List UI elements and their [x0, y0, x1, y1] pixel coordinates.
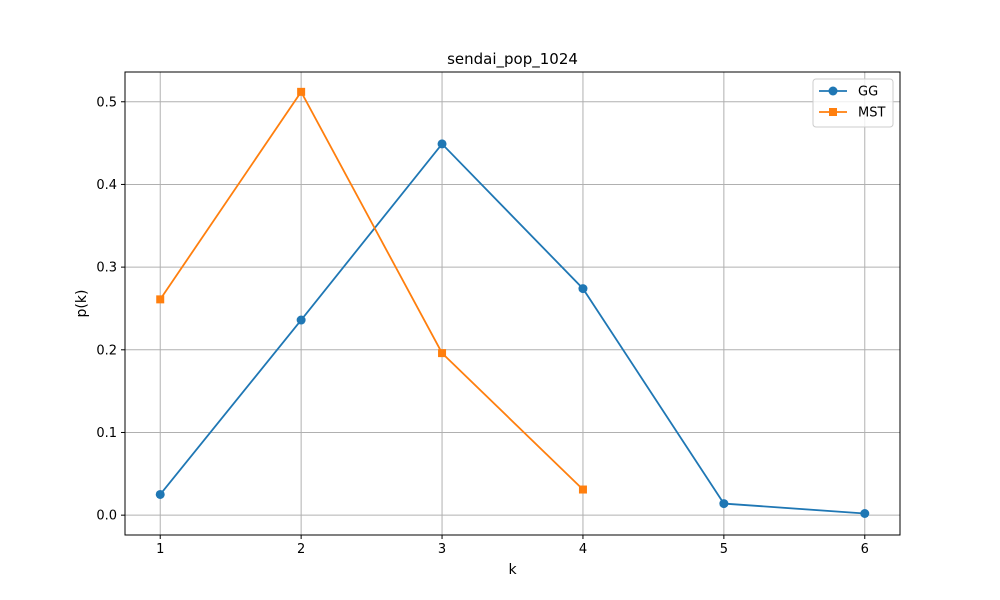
- x-tick-label: 1: [156, 542, 164, 557]
- y-tick-label: 0.0: [96, 509, 117, 524]
- data-point-gg: [155, 489, 165, 499]
- y-tick-label: 0.3: [96, 261, 117, 276]
- data-point-gg: [437, 139, 447, 149]
- series-layer: [155, 87, 870, 519]
- x-tick-label: 3: [438, 542, 446, 557]
- legend-label: MST: [858, 106, 885, 121]
- x-tick-label: 2: [297, 542, 305, 557]
- data-point-mst: [578, 485, 587, 494]
- legend-item-mst: MST: [819, 106, 885, 121]
- series-line-mst: [159, 90, 584, 491]
- y-tick-label: 0.4: [96, 178, 117, 193]
- legend-label: GG: [858, 85, 878, 100]
- y-axis-label: p(k): [74, 290, 90, 318]
- plot-frame: [124, 71, 901, 536]
- legend-item-gg: GG: [819, 85, 878, 100]
- data-point-mst: [156, 295, 165, 304]
- data-point-gg: [296, 315, 306, 325]
- legend: GG MST: [812, 78, 894, 128]
- y-tick-label: 0.5: [96, 95, 117, 110]
- axis-ticks: 1 2 3 4 5 6 0.0 0.1 0.2 0.3 0.4 0.5: [96, 95, 869, 557]
- grid: [125, 72, 900, 535]
- x-tick-label: 4: [579, 542, 587, 557]
- x-tick-label: 5: [720, 542, 728, 557]
- data-point-gg: [719, 499, 729, 509]
- series-line-gg: [159, 142, 865, 515]
- series-mst: [156, 87, 587, 494]
- x-tick-label: 6: [861, 542, 869, 557]
- data-point-mst: [438, 349, 447, 358]
- y-tick-label: 0.1: [96, 426, 117, 441]
- series-gg: [155, 139, 870, 519]
- legend-marker: [828, 86, 838, 96]
- data-point-mst: [297, 87, 306, 96]
- chart-title: sendai_pop_1024: [447, 50, 578, 69]
- data-point-gg: [578, 284, 588, 294]
- y-tick-label: 0.2: [96, 343, 117, 358]
- legend-marker: [829, 108, 837, 116]
- x-axis-label: k: [508, 562, 517, 578]
- data-point-gg: [860, 509, 870, 519]
